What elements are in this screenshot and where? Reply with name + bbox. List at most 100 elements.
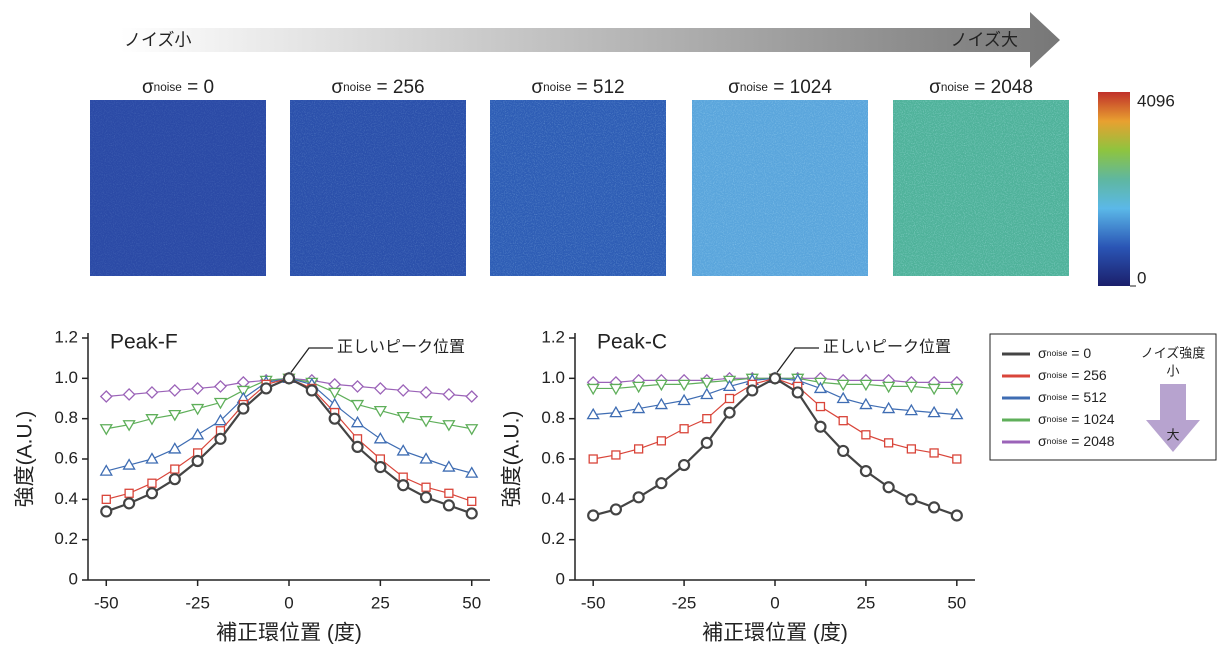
chart-title: Peak-F: [110, 331, 178, 354]
marker: [168, 384, 182, 397]
marker: [442, 460, 456, 472]
marker: [837, 444, 850, 458]
marker: [191, 428, 205, 440]
marker: [99, 390, 113, 403]
x-tick-label: 0: [284, 593, 293, 612]
marker: [213, 413, 228, 426]
marker: [702, 414, 712, 424]
marker: [950, 383, 964, 396]
legend-label: σnoise = 2048: [1038, 433, 1115, 449]
image-label: σnoise = 1024: [728, 77, 832, 98]
marker: [677, 393, 691, 406]
marker: [442, 388, 456, 401]
chart-title: Peak-C: [597, 331, 667, 354]
marker: [883, 438, 894, 448]
marker: [611, 450, 621, 460]
marker: [632, 381, 646, 394]
marker: [191, 381, 205, 395]
y-tick-label: 0.6: [54, 448, 78, 467]
colorbar: [1098, 92, 1130, 286]
marker: [99, 424, 113, 436]
marker: [586, 383, 600, 396]
legend-scale-arrow: [1146, 384, 1200, 452]
marker: [282, 372, 296, 385]
marker: [122, 388, 136, 401]
y-tick-label: 0.4: [541, 489, 565, 508]
marker: [906, 444, 917, 454]
legend-scale-low: 小: [1166, 363, 1179, 378]
marker: [882, 381, 896, 394]
series-line: [105, 377, 473, 515]
x-tick-label: -25: [185, 593, 210, 612]
marker: [122, 420, 136, 432]
marker: [465, 466, 479, 478]
x-axis-label: 補正環位置 (度): [702, 622, 848, 645]
marker: [191, 454, 204, 468]
legend-label: σnoise = 256: [1038, 367, 1107, 383]
marker: [904, 381, 918, 394]
marker: [632, 491, 645, 504]
noise-texture: [90, 100, 266, 276]
colorbar-label: 4096: [1137, 91, 1175, 110]
y-tick-label: 0: [69, 569, 78, 588]
marker: [723, 406, 736, 419]
noise-texture: [692, 100, 868, 276]
marker: [396, 411, 410, 424]
image-label: σnoise = 0: [142, 77, 214, 98]
marker: [396, 384, 410, 397]
marker: [145, 487, 159, 500]
marker: [952, 454, 962, 464]
x-tick-label: 0: [770, 593, 779, 612]
marker: [350, 399, 365, 412]
marker: [724, 393, 735, 404]
marker: [419, 491, 433, 504]
legend-label: σnoise = 0: [1038, 345, 1091, 361]
marker: [746, 384, 759, 397]
marker: [260, 382, 273, 395]
marker: [419, 416, 433, 428]
x-tick-label: -50: [94, 593, 119, 612]
arrow-label: ノイズ小: [124, 30, 192, 49]
marker: [950, 509, 963, 522]
marker: [465, 390, 479, 403]
marker: [145, 414, 159, 426]
x-tick-label: -25: [672, 593, 697, 612]
marker: [168, 409, 182, 422]
x-tick-label: 25: [856, 593, 875, 612]
marker: [100, 505, 113, 518]
marker: [929, 448, 939, 458]
colorbar-label: 0: [1137, 268, 1146, 287]
marker: [632, 401, 646, 414]
marker: [679, 424, 689, 434]
y-tick-label: 1.0: [54, 368, 78, 387]
marker: [328, 412, 341, 425]
marker: [168, 442, 182, 454]
marker: [927, 501, 941, 514]
marker: [677, 458, 691, 472]
marker: [396, 444, 410, 456]
marker: [861, 430, 871, 440]
marker: [351, 440, 364, 453]
y-tick-label: 0.2: [541, 529, 565, 548]
marker: [859, 465, 873, 478]
annotation-pointer: [290, 347, 333, 373]
marker: [654, 397, 668, 410]
marker: [214, 379, 227, 393]
noise-texture: [490, 100, 666, 276]
marker: [700, 377, 714, 390]
marker: [168, 473, 181, 486]
legend-label: σnoise = 1024: [1038, 411, 1115, 427]
marker: [927, 405, 941, 418]
marker: [905, 493, 918, 506]
marker: [588, 454, 598, 464]
y-axis-label: 強度(A.U.): [501, 411, 524, 508]
marker: [859, 397, 873, 410]
legend-scale-title: ノイズ強度: [1141, 345, 1206, 360]
legend-scale-high: 大: [1166, 427, 1179, 442]
marker: [214, 432, 227, 445]
marker: [813, 381, 828, 394]
marker: [700, 436, 713, 449]
marker: [814, 420, 827, 433]
marker: [374, 460, 387, 474]
marker: [656, 436, 667, 446]
